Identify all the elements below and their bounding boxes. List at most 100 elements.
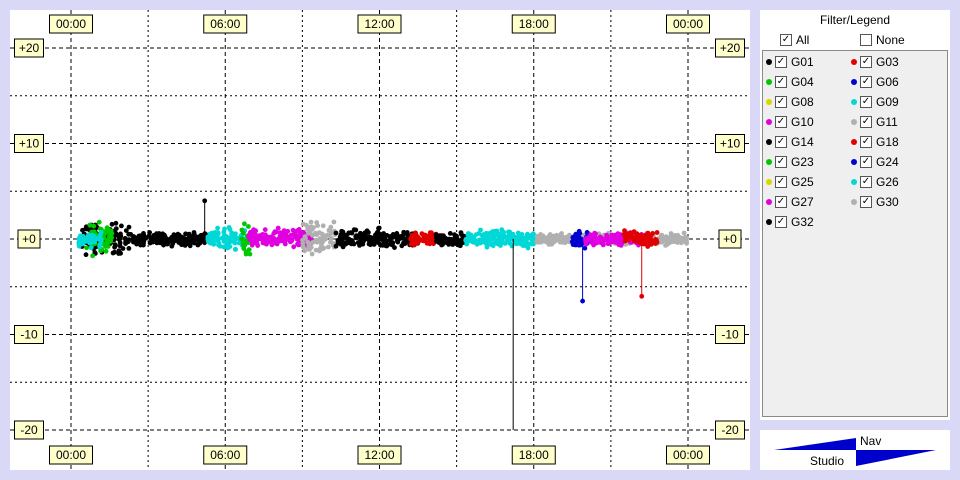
- legend-checkbox-G06[interactable]: [860, 76, 872, 88]
- data-point-G10: [275, 225, 281, 231]
- data-point-G26: [86, 232, 91, 238]
- legend-item-G23[interactable]: G23: [766, 153, 814, 171]
- legend-label-G26: G26: [876, 175, 899, 189]
- legend-dot-icon: [766, 59, 772, 65]
- none-toggle[interactable]: None: [860, 33, 905, 47]
- legend-item-G08[interactable]: G08: [766, 93, 814, 111]
- legend-checkbox-G30[interactable]: [860, 196, 872, 208]
- y-tick-right-2: +0: [723, 232, 737, 246]
- data-point-G10: [271, 240, 277, 246]
- x-tick-top-0-box: [49, 14, 93, 34]
- data-point-G26: [221, 244, 227, 250]
- legend-item-G25[interactable]: G25: [766, 173, 814, 191]
- x-tick-bottom-0-box: [49, 445, 93, 465]
- data-point-G26: [490, 234, 496, 239]
- legend-item-G01[interactable]: G01: [766, 53, 814, 71]
- y-tick-right-1: +10: [720, 137, 741, 151]
- legend-checkbox-G08[interactable]: [775, 96, 787, 108]
- data-point-G14: [439, 242, 444, 248]
- legend-item-G11[interactable]: G11: [851, 113, 898, 131]
- legend-checkbox-G03[interactable]: [860, 56, 872, 68]
- legend-item-G10[interactable]: G10: [766, 113, 814, 131]
- data-point-G14: [179, 242, 185, 248]
- data-point-G14: [195, 242, 201, 248]
- legend-item-G09[interactable]: G09: [851, 93, 899, 111]
- x-tick-bottom-3: 18:00: [519, 448, 549, 462]
- logo-right-wedge: [856, 450, 936, 466]
- data-point-G30: [327, 233, 332, 238]
- data-point-G10: [248, 229, 253, 235]
- data-point-G30: [672, 233, 678, 238]
- data-point-G14: [156, 231, 162, 236]
- legend-dot-icon: [851, 59, 857, 65]
- data-point-G30: [313, 230, 318, 236]
- legend-checkbox-G24[interactable]: [860, 156, 872, 168]
- legend-checkbox-G11[interactable]: [860, 116, 872, 128]
- legend-dot-icon: [766, 159, 772, 165]
- legend-dot-icon: [766, 119, 772, 125]
- legend-item-G26[interactable]: G26: [851, 173, 899, 191]
- legend-checkbox-G23[interactable]: [775, 156, 787, 168]
- data-point-G18: [428, 240, 434, 245]
- x-tick-top-3-box: [511, 14, 556, 34]
- legend-checkbox-G18[interactable]: [860, 136, 872, 148]
- legend-item-G18[interactable]: G18: [851, 133, 899, 151]
- x-tick-top-2: 12:00: [364, 17, 394, 31]
- data-point-G18: [621, 232, 627, 237]
- data-point-G26: [518, 237, 524, 243]
- y-tick-right-2-box: [718, 229, 742, 249]
- data-point-G30: [684, 235, 689, 241]
- legend-item-G03[interactable]: G03: [851, 53, 899, 71]
- legend-item-G30[interactable]: G30: [851, 193, 899, 211]
- legend-checkbox-G26[interactable]: [860, 176, 872, 188]
- legend-item-G27[interactable]: G27: [766, 193, 814, 211]
- legend-checkbox-G32[interactable]: [775, 216, 787, 228]
- data-point-G14: [109, 221, 115, 227]
- legend-checkbox-G01[interactable]: [775, 56, 787, 68]
- legend-item-G14[interactable]: G14: [766, 133, 814, 151]
- data-point-G14: [438, 238, 443, 244]
- data-point-G26: [470, 239, 476, 245]
- data-point-G10: [606, 237, 611, 243]
- legend-checkbox-G09[interactable]: [860, 96, 872, 108]
- data-point-G14: [172, 238, 178, 244]
- x-tick-bottom-0: 00:00: [56, 448, 86, 462]
- data-point-G26: [224, 239, 230, 244]
- data-point-G04: [239, 236, 245, 242]
- data-point-G14: [165, 240, 170, 246]
- all-toggle[interactable]: All: [780, 33, 809, 47]
- legend-checkbox-G14[interactable]: [775, 136, 787, 148]
- legend-dot-icon: [766, 139, 772, 145]
- legend-item-G24[interactable]: G24: [851, 153, 899, 171]
- logo-left-wedge: [774, 438, 856, 450]
- data-point-G14: [191, 230, 197, 235]
- x-tick-bottom-1-box: [203, 445, 248, 465]
- data-point-G26: [466, 236, 471, 242]
- data-point-G30: [320, 223, 326, 229]
- data-point-G18: [420, 237, 426, 243]
- data-point-G26: [515, 230, 521, 236]
- none-checkbox[interactable]: [860, 34, 872, 46]
- legend-checkbox-G27[interactable]: [775, 196, 787, 208]
- legend-item-G06[interactable]: G06: [851, 73, 899, 91]
- data-point-G14: [176, 238, 182, 243]
- x-tick-bottom-2-box: [357, 445, 402, 465]
- data-point-G26: [502, 241, 508, 246]
- data-point-G10: [601, 237, 607, 243]
- data-point-G26: [229, 230, 235, 236]
- legend-item-G32[interactable]: G32: [766, 213, 814, 231]
- all-checkbox[interactable]: [780, 34, 792, 46]
- data-point-G30: [683, 239, 689, 245]
- legend-checkbox-G04[interactable]: [775, 76, 787, 88]
- legend-checkbox-G25[interactable]: [775, 176, 787, 188]
- data-point-G04: [103, 248, 109, 254]
- data-point-G30: [310, 240, 315, 245]
- legend-checkbox-G10[interactable]: [775, 116, 787, 128]
- plot-panel: 00:00 00:00 06:00 06:00 12:00 12:00 18:00 18:00…: [10, 10, 750, 470]
- data-point-G10: [291, 244, 297, 250]
- y-tick-left-1-box: [14, 134, 44, 153]
- data-point-G10: [271, 231, 277, 236]
- legend-item-G04[interactable]: G04: [766, 73, 814, 91]
- legend-dot-icon: [851, 119, 857, 125]
- data-point-G14: [113, 220, 119, 226]
